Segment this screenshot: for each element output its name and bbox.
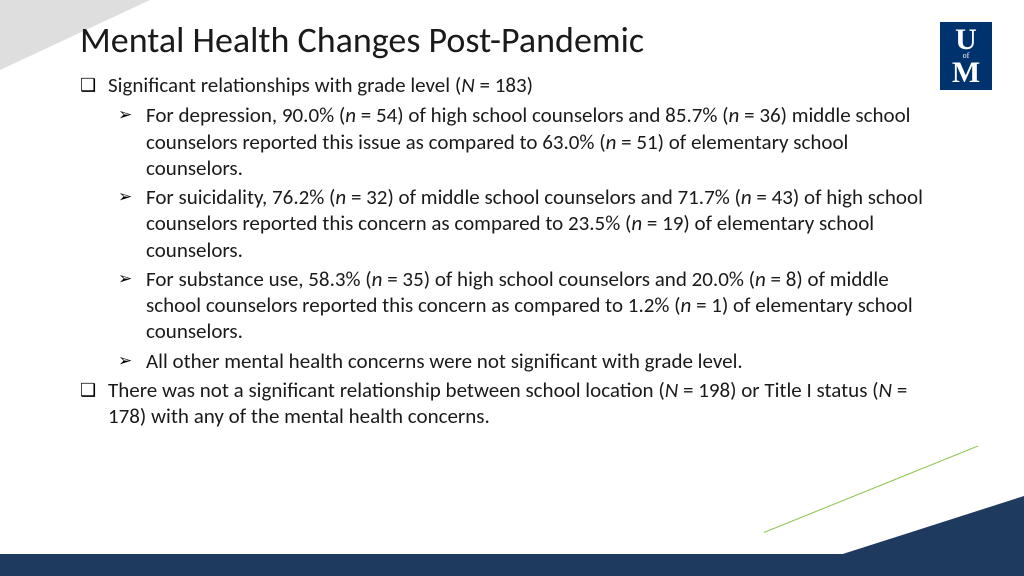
stat-n: N <box>665 377 679 403</box>
text: = 183) <box>475 72 533 98</box>
bottom-bar-decoration <box>0 554 1024 576</box>
stat-n: n <box>631 210 642 236</box>
bullet-no-relationship: There was not a significant relationship… <box>80 377 944 430</box>
text: For suicidality, 76.2% ( <box>146 184 335 210</box>
bullet-other-concerns: All other mental health concerns were no… <box>118 348 944 374</box>
text: There was not a significant relationship… <box>108 377 665 403</box>
stat-n: n <box>681 292 692 318</box>
slide-content: Mental Health Changes Post-Pandemic Sign… <box>0 0 1024 429</box>
stat-n: n <box>729 102 740 128</box>
bullet-grade-level: Significant relationships with grade lev… <box>80 72 944 98</box>
text: All other mental health concerns were no… <box>146 348 743 374</box>
text: = 32) of middle school counselors and 71… <box>346 184 741 210</box>
text: For depression, 90.0% ( <box>146 102 345 128</box>
text: For substance use, 58.3% ( <box>146 266 372 292</box>
bullet-suicidality: For suicidality, 76.2% (n = 32) of middl… <box>118 184 944 263</box>
text: = 54) of high school counselors and 85.7… <box>356 102 729 128</box>
body-text: Significant relationships with grade lev… <box>80 72 944 429</box>
bullet-depression: For depression, 90.0% (n = 54) of high s… <box>118 102 944 181</box>
stat-n: n <box>606 129 617 155</box>
text: = 198) or Title I status ( <box>678 377 878 403</box>
stat-n: n <box>372 266 383 292</box>
stat-n: n <box>755 266 766 292</box>
stat-n: n <box>741 184 752 210</box>
slide-title: Mental Health Changes Post-Pandemic <box>80 18 944 62</box>
stat-n: N <box>879 377 893 403</box>
text: Significant relationships with grade lev… <box>108 72 461 98</box>
stat-n: N <box>461 72 475 98</box>
bullet-substance-use: For substance use, 58.3% (n = 35) of hig… <box>118 266 944 345</box>
stat-n: n <box>335 184 346 210</box>
text: = 35) of high school counselors and 20.0… <box>382 266 755 292</box>
stat-n: n <box>345 102 356 128</box>
